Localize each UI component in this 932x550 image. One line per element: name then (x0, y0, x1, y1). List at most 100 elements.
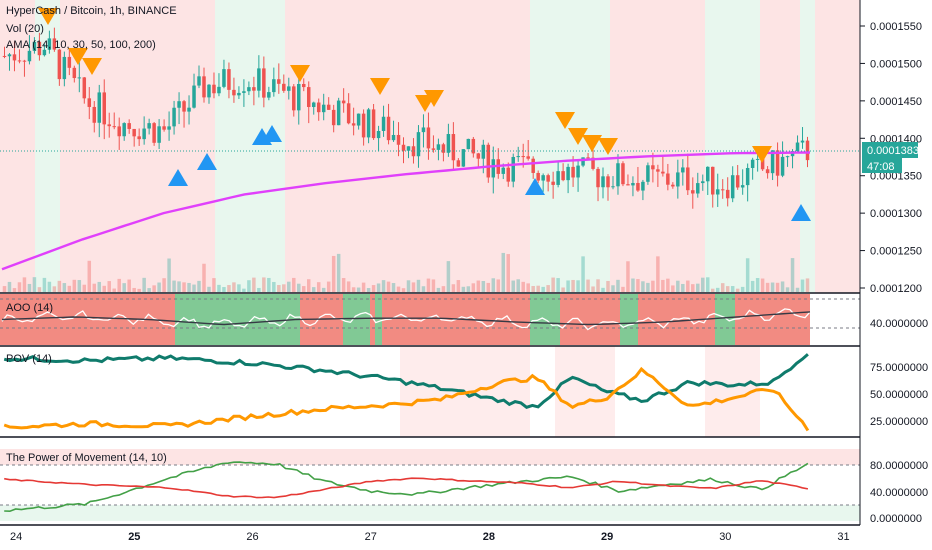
candle (112, 126, 116, 128)
signal-band (555, 0, 610, 293)
countdown-badge (862, 158, 902, 173)
candle (366, 109, 371, 138)
volume-bar (302, 286, 306, 292)
candle (526, 156, 530, 159)
volume-bar (571, 279, 575, 292)
volume-bar (107, 281, 111, 292)
price-tick-label: 0.0001350 (870, 171, 922, 183)
candle (247, 87, 251, 92)
candle (326, 104, 331, 110)
candle (316, 102, 321, 113)
volume-bar (646, 282, 650, 292)
volume-bar (456, 280, 461, 292)
volume-bar (376, 283, 381, 292)
pom-pane-label[interactable]: The Power of Movement (14, 10) (6, 452, 167, 464)
candle (2, 55, 7, 57)
candle (606, 176, 610, 188)
time-tick-label: 29 (601, 531, 613, 543)
volume-bar (117, 278, 121, 292)
volume-bar (720, 283, 725, 292)
candle (272, 79, 276, 93)
candle (466, 138, 471, 150)
volume-bar (481, 281, 486, 292)
time-axis-ticks[interactable]: 24 25 26 27 28 29 30 31 (10, 531, 850, 543)
signal-band (400, 0, 530, 293)
candle (750, 159, 755, 168)
candle (681, 167, 685, 173)
volume-bar (740, 286, 745, 292)
candle (232, 89, 236, 96)
candle (436, 144, 441, 150)
volume-bar (521, 281, 525, 292)
candle (596, 168, 600, 188)
pom-axis-tick: 80.0000000 (870, 460, 928, 472)
candle (715, 189, 720, 195)
volume-bar (516, 279, 520, 292)
aoo-bands (0, 294, 810, 345)
time-tick-label: 25 (128, 531, 140, 543)
aoo-pane-label[interactable]: AOO (14) (6, 302, 53, 314)
pov-pane-label[interactable]: POV (14) (6, 353, 52, 365)
candle (521, 156, 525, 158)
volume-bar (436, 287, 441, 292)
volume-bar (7, 281, 12, 292)
price-pane (0, 8, 860, 292)
candle (381, 116, 386, 132)
candle (661, 171, 665, 174)
candle (536, 172, 540, 181)
candle (431, 148, 436, 150)
candle (406, 146, 411, 151)
indicator-ama-label[interactable]: AMA (14, 10, 30, 50, 100, 200) (6, 39, 156, 51)
volume-bar (336, 253, 341, 292)
candle (646, 165, 650, 182)
volume-bar (391, 283, 396, 292)
volume-bar (611, 285, 615, 292)
volume-bar (197, 280, 201, 292)
candle (491, 159, 496, 178)
volume-bar (202, 263, 206, 292)
candle (566, 166, 570, 181)
volume-bar (641, 281, 645, 292)
volume-bar (451, 284, 456, 292)
volume-bar (277, 284, 281, 292)
volume-bar (62, 283, 67, 292)
candle (37, 41, 42, 56)
candle (641, 181, 645, 191)
candle (710, 166, 715, 195)
candle (132, 128, 136, 137)
volume-bar (421, 286, 426, 292)
pom-axis-tick: 40.0000000 (870, 487, 928, 499)
sell-signal-icon (68, 48, 88, 65)
candle (416, 132, 421, 157)
volume-bar (406, 280, 411, 292)
candle (157, 126, 161, 143)
candle (217, 86, 221, 94)
volume-bar (396, 286, 401, 292)
aoo-band (375, 294, 382, 345)
sell-signal-icon (582, 135, 602, 152)
volume-bar (805, 278, 810, 292)
candle (725, 189, 730, 199)
candle (551, 181, 555, 185)
candle (202, 76, 206, 98)
volume-bar (17, 282, 22, 292)
price-tick-label: 0.0001200 (870, 283, 922, 295)
price-axis-ticks[interactable]: 0.00015500.00015000.00014500.00014000.00… (860, 21, 922, 295)
volume-bar (2, 286, 7, 292)
countdown-label: 47:08 (867, 161, 895, 173)
aoo-band (715, 294, 735, 345)
candle (282, 83, 286, 91)
volume-bar (282, 284, 286, 292)
pov-pane (3, 353, 810, 432)
volume-bar (97, 281, 102, 292)
volume-bar (92, 283, 97, 292)
volume-bar (297, 283, 301, 292)
time-tick-label: 24 (10, 531, 22, 543)
candle (701, 181, 705, 184)
indicator-vol-label[interactable]: Vol (20) (6, 23, 44, 35)
candle (541, 175, 545, 181)
signal-band (530, 0, 555, 293)
volume-bar (506, 254, 510, 292)
candle (546, 175, 550, 182)
volume-bar (321, 287, 326, 292)
